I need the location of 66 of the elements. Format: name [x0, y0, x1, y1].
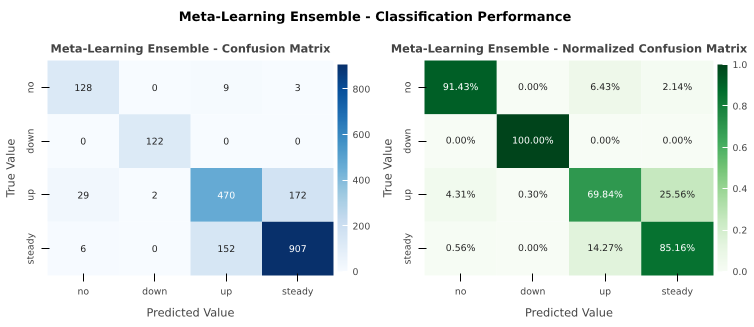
y-axis-title: True Value — [4, 138, 18, 198]
data-label: 470 — [217, 190, 236, 202]
y-tick-label: steady — [402, 232, 414, 264]
chart-title: Meta-Learning Ensemble - Confusion Matrix — [50, 42, 332, 56]
x-tick-label: down — [520, 286, 546, 298]
data-label: 4.31% — [446, 189, 476, 200]
x-tick-label: steady — [662, 286, 694, 298]
data-label: 152 — [217, 244, 236, 256]
x-tick-label: no — [454, 286, 467, 298]
data-label: 0 — [294, 136, 301, 148]
y-tick-label: up — [26, 188, 36, 201]
data-label: 0.00% — [662, 136, 692, 147]
color-bar-label: 1.0 — [732, 60, 748, 71]
y-tick-label: steady — [26, 232, 36, 264]
color-bar-label: 0.4 — [732, 184, 748, 196]
data-label: 14.27% — [587, 243, 624, 254]
color-bar-label: 0 — [352, 267, 358, 278]
y-tick-label: no — [402, 81, 414, 94]
data-label: 172 — [288, 190, 307, 202]
color-bar-label: 0.2 — [732, 226, 748, 237]
x-tick-label: steady — [282, 286, 314, 298]
x-axis-title: Predicted Value — [146, 306, 234, 320]
color-bar-label: 200 — [352, 221, 370, 232]
x-tick-label: up — [220, 286, 232, 298]
y-axis-title: True Value — [380, 138, 394, 198]
data-label: 3 — [294, 82, 301, 94]
data-label: 29 — [77, 190, 90, 202]
color-bar-label: 400 — [352, 176, 370, 187]
y-tick-label: down — [26, 128, 36, 154]
x-axis-title: Predicted Value — [525, 306, 613, 320]
data-label: 0 — [223, 136, 230, 148]
data-label: 0 — [152, 244, 158, 256]
y-tick-label: down — [402, 128, 414, 154]
data-label: 100.00% — [512, 136, 554, 147]
color-bar-label: 600 — [352, 130, 370, 142]
color-bar-label: 0.6 — [732, 142, 748, 154]
data-label: 91.43% — [442, 82, 479, 93]
data-label: 0 — [152, 82, 158, 94]
data-label: 25.56% — [660, 189, 696, 200]
data-label: 0.00% — [446, 136, 476, 147]
x-tick-label: down — [142, 286, 168, 298]
data-label: 69.84% — [587, 189, 624, 200]
text: Meta-Learning Ensemble - Classification Performance — [178, 9, 572, 27]
data-label: 0.00% — [518, 243, 548, 254]
color-bar-label: 800 — [352, 84, 370, 96]
data-label: 0 — [80, 136, 86, 148]
data-label: 0.56% — [446, 243, 476, 254]
y-tick-label: up — [402, 188, 414, 201]
chart-title: Meta-Learning Ensemble - Normalized Confusion Matrix — [390, 42, 748, 56]
data-label: 6.43% — [590, 82, 620, 93]
color-bar-label: 0.0 — [732, 267, 748, 278]
data-label: 128 — [74, 82, 92, 94]
x-tick-label: up — [599, 286, 612, 298]
data-label: 2 — [152, 190, 158, 202]
y-tick-label: no — [26, 81, 36, 94]
data-label: 0.00% — [518, 82, 548, 93]
color-bar-label: 0.8 — [732, 101, 748, 112]
data-label: 122 — [146, 136, 164, 148]
x-tick-label: no — [77, 286, 90, 298]
data-label: 9 — [223, 82, 230, 94]
data-label: 0.30% — [518, 189, 548, 200]
data-label: 907 — [288, 244, 307, 256]
data-label: 6 — [80, 244, 86, 256]
data-label: 2.14% — [662, 82, 692, 93]
data-label: 85.16% — [660, 243, 696, 254]
data-label: 0.00% — [590, 136, 620, 147]
